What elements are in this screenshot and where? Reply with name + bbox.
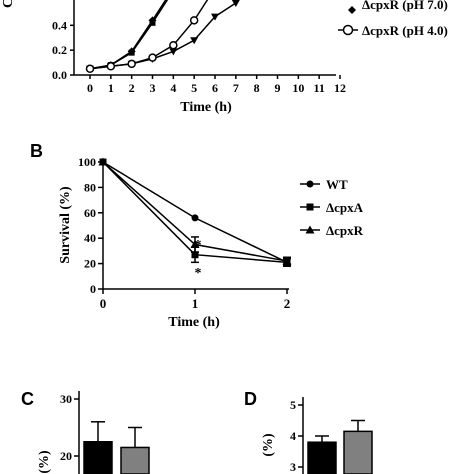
legend-diamond-marker — [348, 6, 356, 14]
panel-b-legend-label: ΔcpxA — [326, 200, 364, 215]
panel-a-point-series-4 — [189, 16, 199, 25]
panel-b-point-series-3 — [190, 240, 200, 249]
panel-a-x-tick-label: 10 — [292, 81, 304, 95]
panel-a-point-series-4 — [148, 53, 157, 62]
panel-b-point-series-3 — [282, 256, 292, 265]
bar-2 — [343, 430, 373, 474]
panel-a-point-series-2 — [148, 16, 157, 25]
legend-open-circle-marker — [342, 24, 354, 36]
panel-b-letter: B — [30, 141, 43, 161]
panel-d-letter: D — [244, 389, 257, 409]
panel-b-ylabel: Survival (%) — [58, 186, 73, 264]
panel-a-point-series-3 — [190, 37, 199, 45]
panel-a-point-series-3 — [169, 48, 178, 56]
panel-d-ylabel: (%) — [261, 433, 276, 457]
panel-a-point-series-4 — [169, 40, 178, 50]
bar-panel-y-tick-label: 5 — [290, 398, 296, 412]
panel-b-point-series-1 — [191, 214, 199, 222]
panel-a-y-tick-label: 0.2 — [52, 43, 67, 57]
bar-panel-y-tick-label: 30 — [60, 392, 72, 406]
panel-a-x-tick-label: 0 — [87, 81, 93, 95]
panel-b-y-tick-label: 20 — [84, 257, 96, 271]
panel-b-legend-label: ΔcpxR — [326, 223, 364, 238]
panel-a-point-series-2 — [127, 47, 136, 56]
bar-panel-y-tick-label: 3 — [290, 460, 296, 474]
panel-a-xlabel: Time (h) — [180, 100, 232, 115]
panel-b-x-tick-label: 1 — [192, 296, 199, 311]
panel-c-letter: C — [21, 389, 34, 409]
panel-c: C (%) 20 30 — [21, 389, 150, 474]
panel-b: B Survival (%) 0 20 40 60 80 100 0 1 2 Time (h)… — [30, 141, 364, 330]
panel-a-x-tick-label: 7 — [233, 81, 239, 95]
panel-b-legend-marker — [305, 225, 315, 234]
panel-a-x-tick-label: 2 — [129, 81, 135, 95]
panel-a-point-series-4 — [127, 59, 136, 69]
panel-a-y-tick-label: 0.0 — [52, 68, 67, 82]
panel-a-clipped-ylabel: C — [1, 0, 16, 8]
panel-c-ylabel: (%) — [37, 450, 52, 474]
panel-a-series-line-3 — [89, 2, 237, 70]
panel-b-x-tick-label: 2 — [284, 296, 291, 311]
panel-a-y-tick-label: 0.4 — [52, 18, 67, 32]
panel-b-xlabel: Time (h) — [168, 315, 220, 330]
bar-2 — [120, 446, 150, 474]
panel-a-point-series-4 — [85, 64, 95, 74]
panel-b-legend-marker — [306, 180, 314, 188]
panel-a: C 0.00.20.4 0 1 2 3 4 5 6 7 8 9 10 11 12 Time (h) Δc… — [1, 0, 448, 115]
bar-1 — [307, 441, 337, 474]
panel-a-x-tick-label: 4 — [170, 81, 176, 95]
panel-b-legend-label: WT — [326, 177, 348, 192]
panel-b-point-series-2 — [191, 251, 199, 259]
panel-a-series-line-1 — [89, 0, 169, 70]
bar-1 — [83, 441, 113, 474]
panel-a-point-series-4 — [106, 62, 116, 71]
panel-a-x-tick-label: 12 — [334, 81, 346, 95]
panel-a-x-tick-label: 11 — [313, 81, 324, 95]
panel-b-y-tick-label: 100 — [78, 155, 96, 169]
panel-b-y-tick-label: 60 — [84, 206, 96, 220]
bar-panel-y-tick-label: 4 — [290, 429, 296, 443]
panel-b-legend-marker — [306, 203, 314, 211]
panel-b-legend: WT ΔcpxA ΔcpxR — [300, 177, 364, 238]
panel-b-y-tick-label: 0 — [90, 282, 96, 296]
panel-b-y-tick-label: 40 — [84, 231, 96, 245]
panel-a-x-tick-label: 9 — [275, 81, 281, 95]
bar-panel-y-tick-label: 20 — [60, 449, 72, 463]
panel-a-legend-item-1: ΔcpxR (pH 7.0) — [362, 0, 448, 12]
panel-a-legend-item-2: ΔcpxR (pH 4.0) — [362, 23, 448, 38]
panel-a-point-series-3 — [211, 13, 219, 21]
panel-a-x-tick-label: 3 — [150, 81, 156, 95]
panel-b-y-tick-label: 80 — [84, 180, 96, 194]
significance-star-2: * — [195, 266, 202, 281]
panel-a-x-tick-label: 5 — [191, 81, 197, 95]
panel-b-x-tick-label: 0 — [100, 296, 107, 311]
panel-b-point-series-3 — [98, 157, 108, 166]
panel-a-x-tick-label: 8 — [254, 81, 260, 95]
panel-d: D (%) 3 4 5 — [244, 389, 373, 474]
panel-a-point-series-3 — [231, 0, 240, 7]
panel-a-legend: ΔcpxR (pH 7.0) ΔcpxR (pH 4.0) — [338, 0, 448, 38]
panel-a-x-tick-label: 6 — [212, 81, 218, 95]
significance-star-1: * — [195, 238, 202, 253]
panel-a-x-tick-label: 1 — [108, 81, 114, 95]
